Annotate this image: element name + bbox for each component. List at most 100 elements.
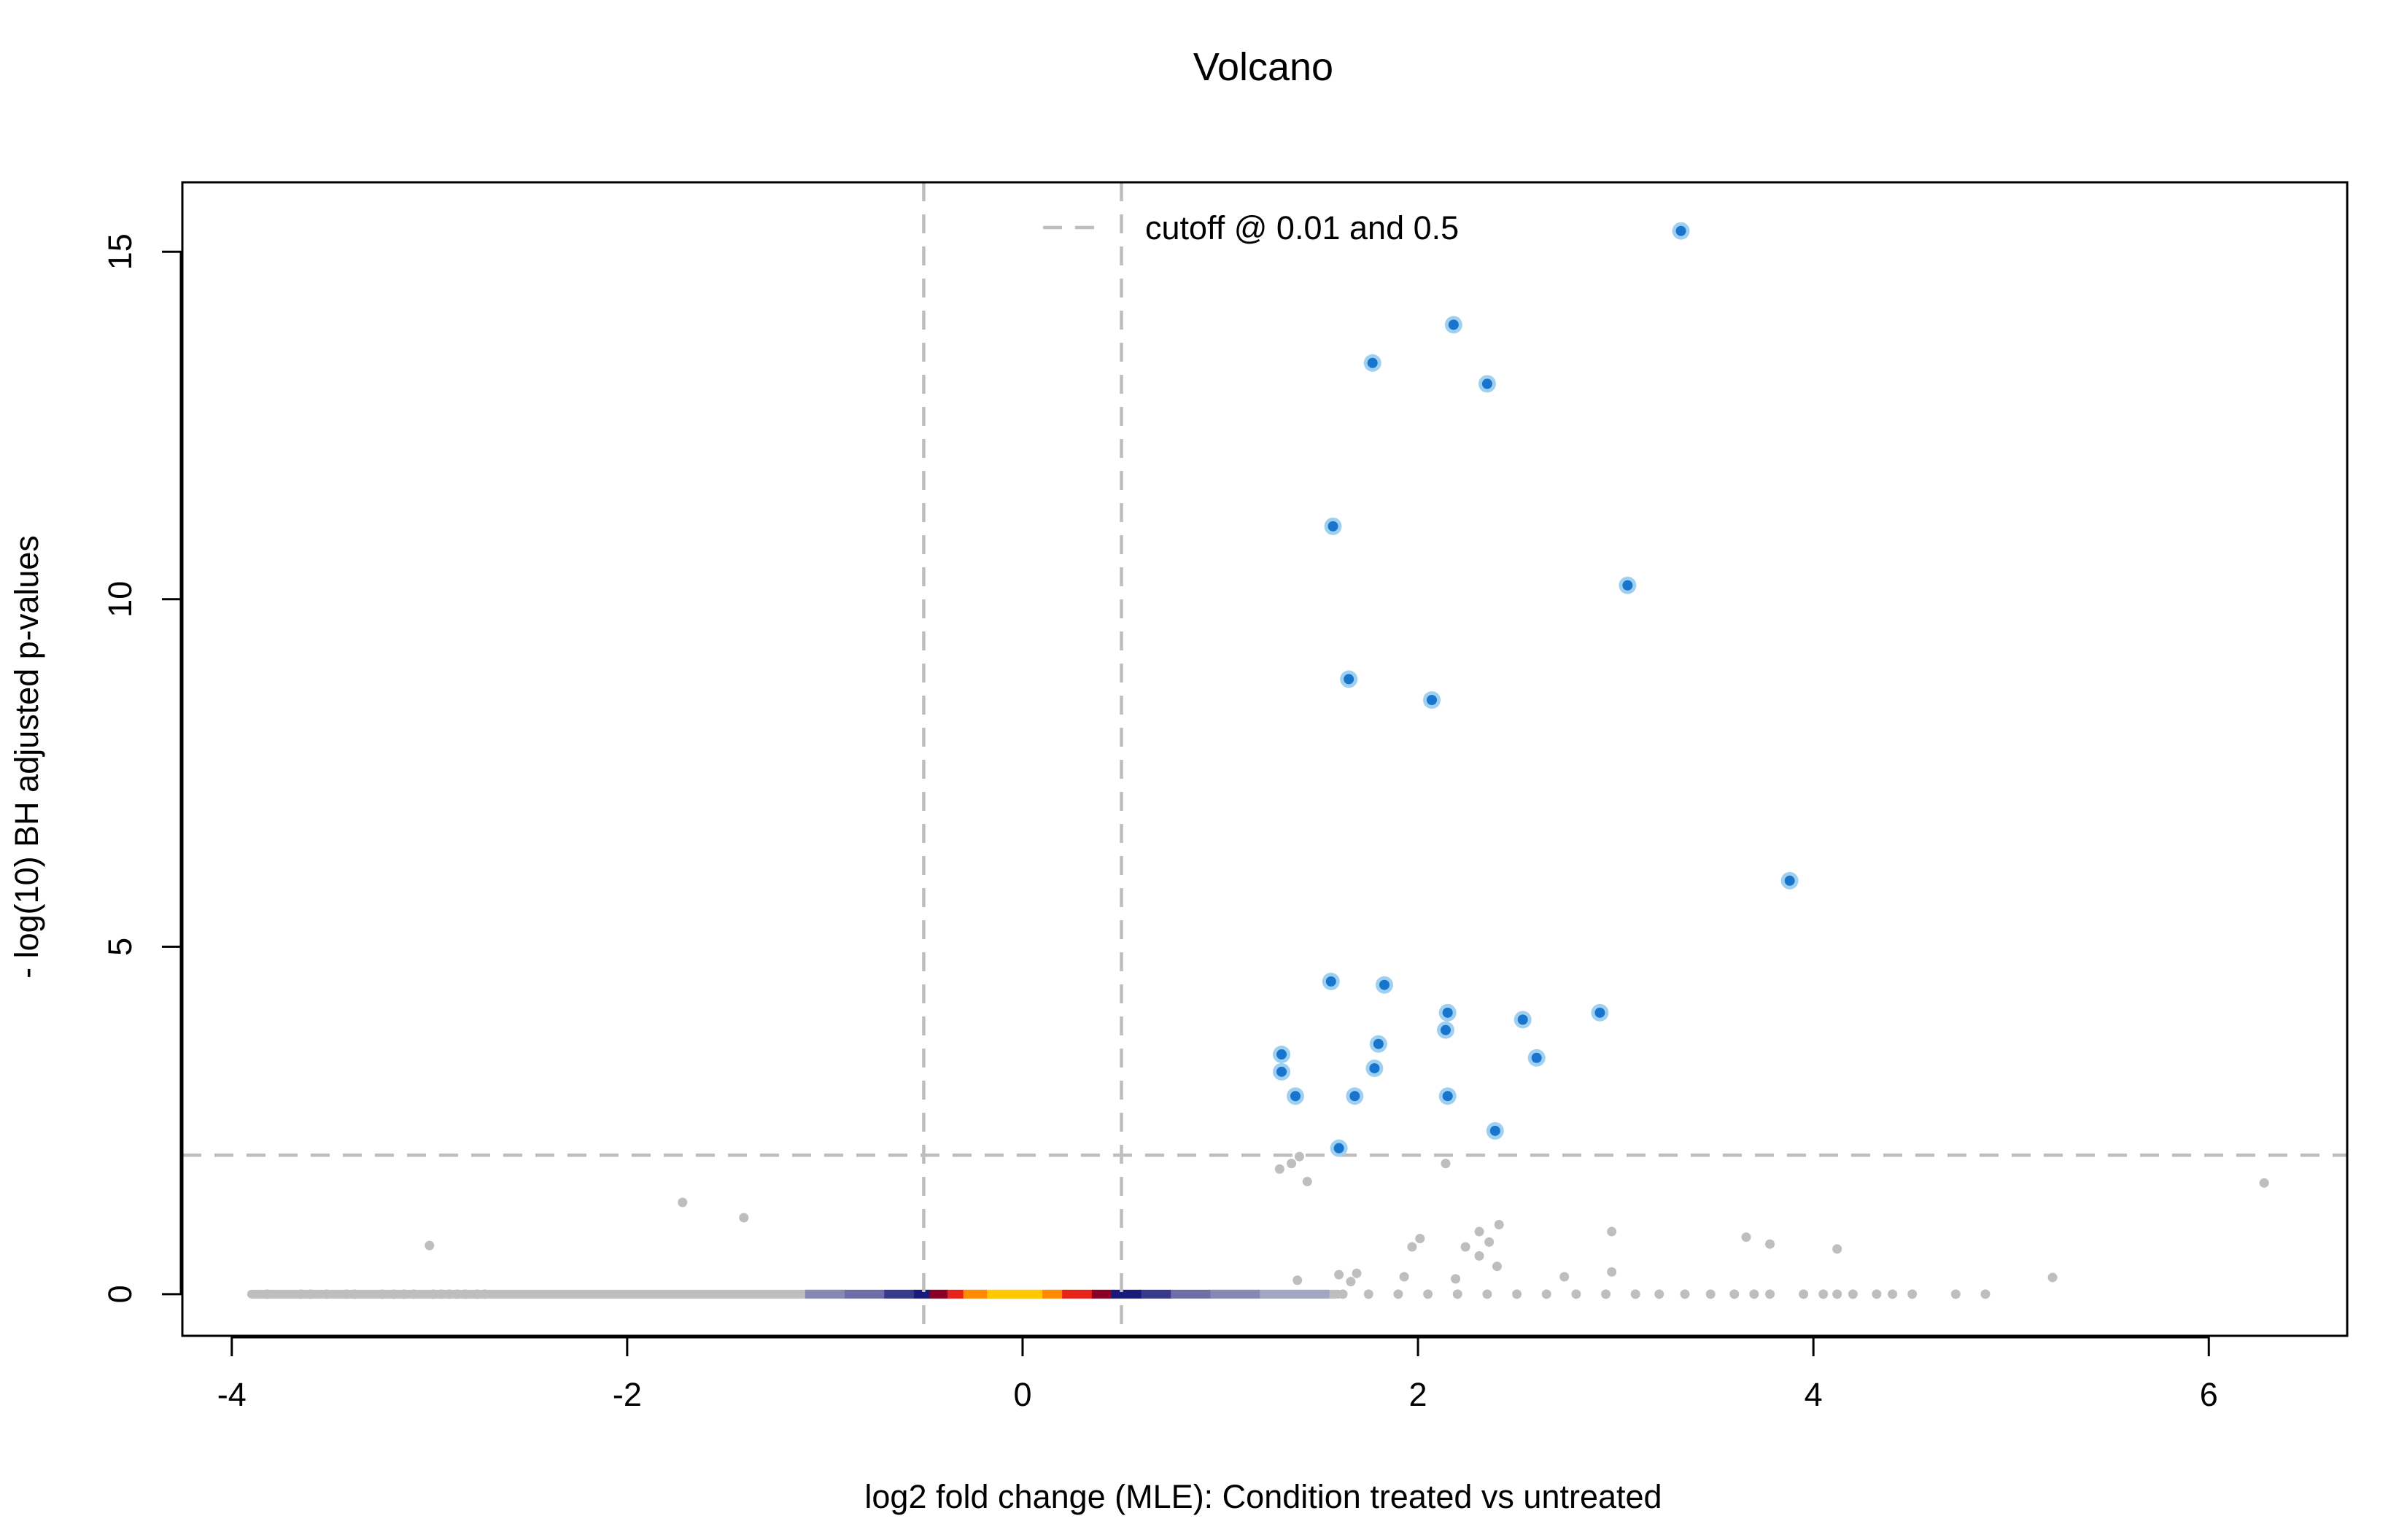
density-band-segment [913, 1289, 931, 1299]
significant-point [1346, 1087, 1364, 1105]
nonsignificant-point [296, 1289, 306, 1299]
nonsignificant-point [1980, 1289, 1991, 1299]
density-band-segment [1062, 1289, 1093, 1299]
density-band-segment [884, 1289, 915, 1299]
nonsignificant-point [1630, 1289, 1640, 1299]
significant-point [1527, 1049, 1546, 1067]
nonsignificant-point [1294, 1151, 1304, 1162]
nonsignificant-point [1363, 1289, 1373, 1299]
nonsignificant-point [1393, 1289, 1403, 1299]
nonsignificant-point [1950, 1289, 1961, 1299]
significant-point [1437, 1021, 1455, 1039]
nonsignificant-point [1460, 1242, 1470, 1252]
density-band-segment [1260, 1289, 1330, 1299]
nonsignificant-point [1482, 1289, 1492, 1299]
significant-point-core [1325, 976, 1336, 987]
density-band-segment [805, 1289, 845, 1299]
nonsignificant-point [1346, 1277, 1356, 1287]
nonsignificant-point [2047, 1272, 2058, 1283]
significant-point-core [1276, 1066, 1287, 1077]
density-band-segment [947, 1289, 964, 1299]
y-axis-label: - log(10) BH adjusted p-values [8, 535, 45, 979]
significant-point [1478, 375, 1496, 393]
plot-area: -4 -2 0 2 4 6 0 5 10 15 cutoff @ 0.01 and 0.5 [101, 181, 2349, 1413]
nonsignificant-point [1338, 1289, 1348, 1299]
significant-point-core [1448, 319, 1459, 330]
significant-point-core [1675, 225, 1686, 236]
nonsignificant-point [1765, 1289, 1775, 1299]
nonsignificant-point [1474, 1251, 1484, 1261]
nonsignificant-point [428, 1289, 438, 1299]
nonsignificant-point [1334, 1269, 1344, 1280]
nonsignificant-point [678, 1197, 688, 1208]
significant-point-core [1594, 1007, 1605, 1018]
density-band-segment [1091, 1289, 1112, 1299]
nonsignificant-point [1423, 1289, 1433, 1299]
nonsignificant-point [1888, 1289, 1898, 1299]
significant-point [1780, 871, 1799, 890]
significant-point [1273, 1062, 1291, 1081]
nonsignificant-point [1705, 1289, 1716, 1299]
nonsignificant-point [1512, 1289, 1522, 1299]
significant-point-core [1327, 521, 1338, 532]
nonsignificant-point [480, 1289, 490, 1299]
significant-point [1444, 316, 1462, 334]
significant-point-core [1442, 1091, 1453, 1102]
x-axis-label: log2 fold change (MLE): Condition treate… [864, 1478, 1662, 1515]
nonsignificant-point [436, 1289, 446, 1299]
density-band-segment [963, 1289, 988, 1299]
significant-point-core [1481, 378, 1492, 389]
significant-point-core [1517, 1014, 1528, 1025]
significant-point-core [1441, 1024, 1451, 1035]
nonsignificant-point [349, 1289, 360, 1299]
significant-point [1486, 1121, 1504, 1140]
significant-point-core [1344, 674, 1354, 685]
nonsignificant-point [1451, 1274, 1461, 1284]
significant-point [1375, 976, 1393, 994]
density-band-segment [1111, 1289, 1142, 1299]
nonsignificant-point [1407, 1242, 1417, 1252]
nonsignificant-point [1302, 1176, 1312, 1186]
nonsignificant-point [1654, 1289, 1664, 1299]
nonsignificant-point [1799, 1289, 1809, 1299]
y-tick-label: 0 [101, 1285, 139, 1303]
nonsignificant-point [460, 1289, 470, 1299]
nonsignificant-point [452, 1289, 462, 1299]
nonsignificant-point [1415, 1234, 1425, 1244]
significant-point-core [1349, 1091, 1360, 1102]
significant-point [1365, 1059, 1384, 1078]
density-band-segment [845, 1289, 885, 1299]
nonsignificant-point [1832, 1289, 1842, 1299]
nonsignificant-point [1292, 1275, 1303, 1286]
significant-point-core [1276, 1049, 1287, 1060]
nonsignificant-point [1287, 1159, 1297, 1169]
nonsignificant-point [1484, 1237, 1495, 1247]
nonsignificant-point [1765, 1239, 1775, 1249]
density-band-segment [1042, 1289, 1063, 1299]
density-band-segment [1141, 1289, 1171, 1299]
nonsignificant-point [1907, 1289, 1918, 1299]
density-band-segment [929, 1289, 948, 1299]
significant-point [1591, 1003, 1609, 1022]
x-tick-label: 4 [1805, 1376, 1823, 1413]
significant-point [1672, 222, 1690, 240]
nonsignificant-point [1741, 1232, 1751, 1242]
significant-point [1619, 576, 1637, 594]
nonsignificant-point [1452, 1289, 1462, 1299]
nonsignificant-point [399, 1289, 409, 1299]
significant-point [1330, 1139, 1348, 1157]
significant-point [1322, 972, 1340, 990]
nonsignificant-point [1848, 1289, 1858, 1299]
significant-point-core [1369, 1063, 1380, 1074]
nonsignificant-point [1274, 1164, 1284, 1174]
significant-point [1513, 1011, 1532, 1029]
nonsignificant-point [377, 1289, 387, 1299]
nonsignificant-point [389, 1289, 399, 1299]
x-tick-label: -4 [217, 1376, 247, 1413]
nonsignificant-point [1559, 1272, 1570, 1282]
significant-point-core [1290, 1091, 1301, 1102]
significant-point [1438, 1003, 1457, 1022]
significant-point-core [1442, 1007, 1453, 1018]
significant-point-core [1784, 875, 1795, 886]
y-tick-label: 15 [101, 233, 139, 270]
